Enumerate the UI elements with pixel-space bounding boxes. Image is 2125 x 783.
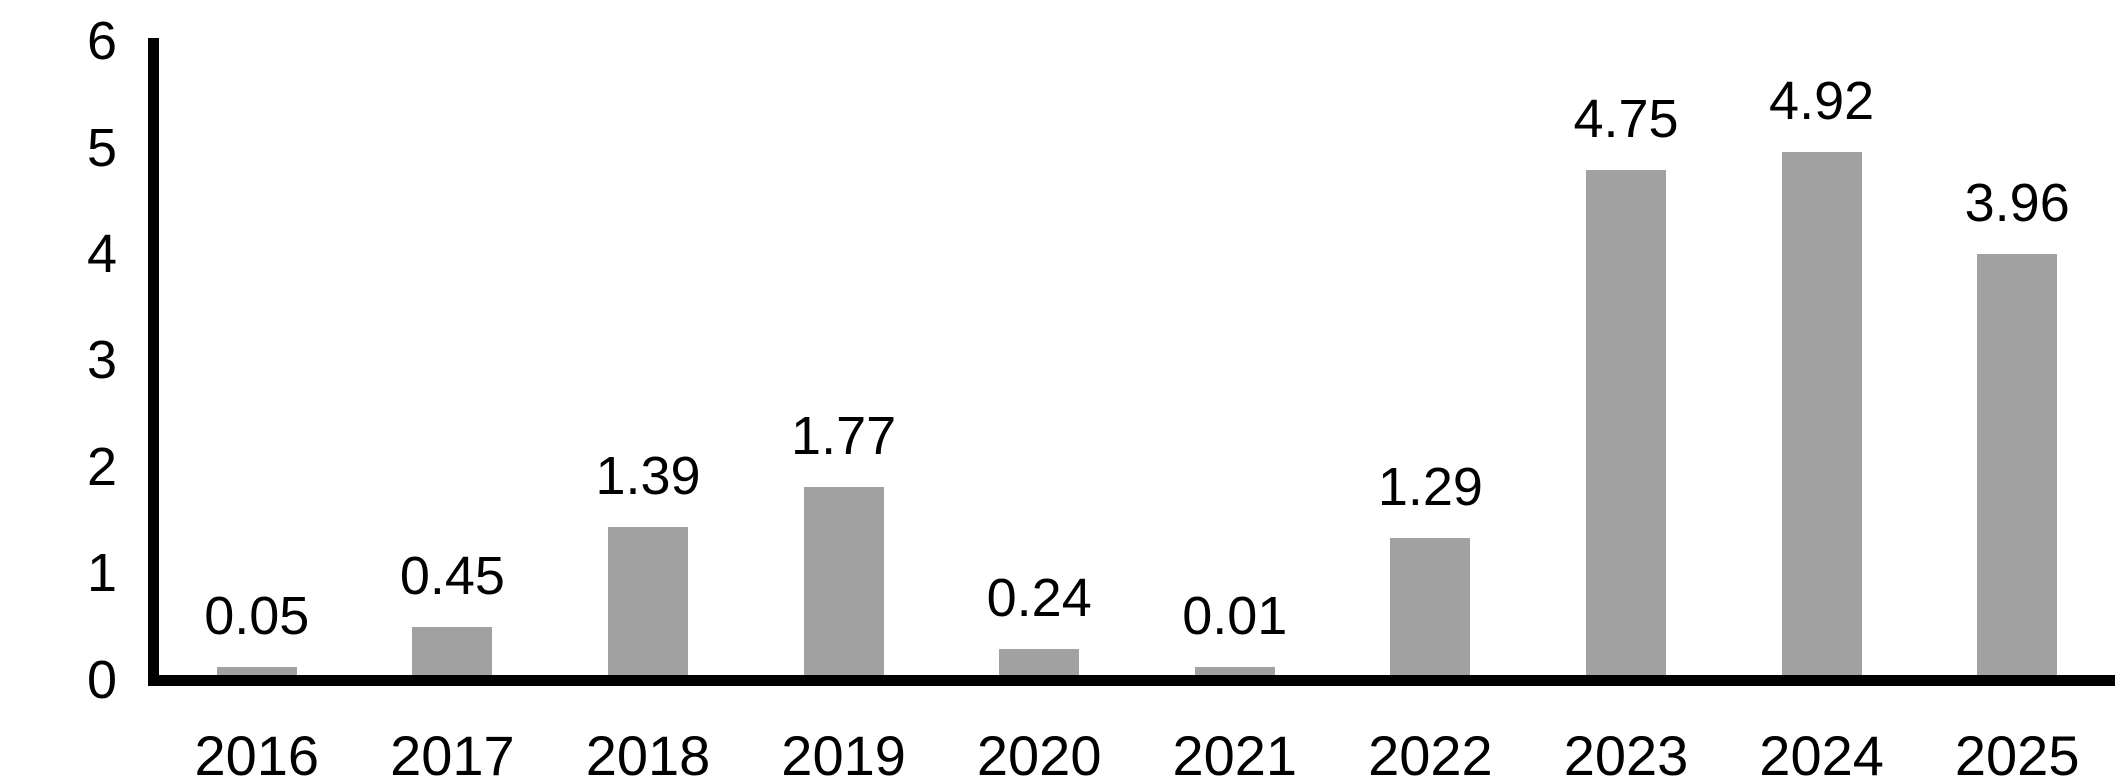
bar-2016	[216, 667, 297, 675]
bar-2023	[1586, 170, 1666, 675]
y-axis-tick-label: 4	[86, 223, 117, 284]
bar-2021	[1194, 667, 1275, 675]
bar-value-label: 0.05	[204, 586, 310, 646]
bar-value-label: 0.24	[986, 568, 1092, 628]
bar-value-label: 0.01	[1182, 586, 1288, 646]
y-axis-line	[148, 38, 159, 686]
bar-value-label: 4.75	[1573, 89, 1679, 149]
bar-value-label: 4.92	[1769, 71, 1875, 131]
bar-value-label: 3.96	[1964, 173, 2070, 233]
bar-value-label: 0.45	[399, 546, 505, 606]
bar-value-label: 1.77	[791, 406, 897, 466]
bar-2022	[1390, 538, 1471, 675]
bar-2020	[999, 649, 1080, 675]
y-axis-tick-label: 1	[86, 543, 117, 604]
y-axis-tick-label: 6	[86, 11, 117, 72]
bar-2018	[608, 527, 688, 675]
bar-2019	[803, 487, 884, 675]
x-axis-label: 2016	[194, 724, 320, 783]
x-axis-label: 2019	[781, 724, 906, 783]
y-axis-tick-label: 0	[86, 649, 117, 710]
y-axis-tick-label: 5	[86, 117, 117, 178]
x-axis-label: 2024	[1759, 724, 1884, 783]
x-axis-label: 2023	[1563, 724, 1689, 783]
x-axis-label: 2021	[1172, 724, 1298, 783]
x-axis-label: 2017	[390, 724, 515, 783]
bar-value-label: 1.29	[1377, 457, 1483, 517]
bar-2017	[412, 627, 493, 675]
bar-2024	[1781, 152, 1862, 675]
bar-2025	[1977, 254, 2058, 675]
x-axis-line	[148, 675, 2115, 686]
x-axis-label: 2018	[585, 724, 711, 783]
x-axis-label: 2025	[1954, 724, 2080, 783]
y-axis-tick-label: 3	[86, 330, 117, 391]
x-axis-label: 2022	[1368, 724, 1493, 783]
x-axis-label: 2020	[976, 724, 1102, 783]
bar-value-label: 1.39	[595, 446, 701, 506]
y-axis-tick-label: 2	[86, 436, 117, 497]
